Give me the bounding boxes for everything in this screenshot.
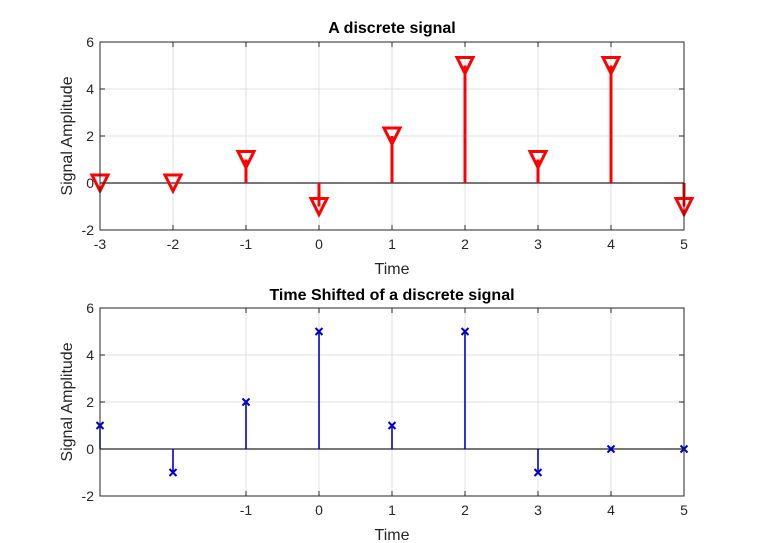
stem-marker [454,56,476,77]
x-tick-label: 0 [315,502,323,518]
chart-time-shifted-signal: -1 0 1 2 3 4 5 -2 0 2 4 6 Time Shifted of a discret… [59,287,689,543]
x-tick-label: -3 [94,236,107,252]
y-axis-label: Signal Amplitude [59,76,76,195]
chart-title: Time Shifted of a discrete signal [269,287,514,304]
y-tick-label: 6 [86,300,94,316]
stem-marker [600,56,622,77]
x-tick-label: 2 [461,502,469,518]
y-tick-label: 6 [86,34,94,50]
x-tick-label: 0 [315,236,323,252]
y-tick-label: -2 [82,222,95,238]
y-tick-label: 4 [86,347,94,363]
x-tick-label: 3 [534,236,542,252]
ticks: -1 0 1 2 3 4 5 -2 0 2 4 6 [82,300,689,518]
y-tick-label: 0 [86,441,94,457]
stem-marker [235,150,257,171]
x-tick-label: -1 [240,502,253,518]
y-tick-label: -2 [82,488,95,504]
chart-title: A discrete signal [328,20,455,37]
stem-marker [314,327,324,336]
x-tick-label: 3 [534,502,542,518]
x-tick-label: 5 [680,502,688,518]
x-tick-label: 1 [388,236,396,252]
stem-marker [381,126,403,148]
y-axis-label: Signal Amplitude [59,342,76,461]
y-tick-label: 2 [86,394,94,410]
stem-marker [527,150,549,171]
y-tick-label: 0 [86,175,94,191]
x-axis-label: Time [375,261,410,278]
x-tick-label: 1 [388,502,396,518]
x-tick-label: -2 [167,236,180,252]
y-tick-label: 4 [86,81,94,97]
x-tick-label: 2 [461,236,469,252]
stem-marker [460,327,470,336]
stem-marker [308,197,330,218]
x-tick-label: 5 [680,236,688,252]
x-tick-label: -1 [240,236,253,252]
x-tick-label: 4 [607,502,615,518]
stem-marker [241,397,251,407]
stem-marker [533,468,543,477]
data-layer [89,56,695,218]
stem-marker [387,421,397,430]
stem-marker [168,468,178,477]
stem-marker [162,173,184,195]
x-axis-label: Time [375,527,410,543]
x-tick-label: 4 [607,236,615,252]
y-tick-label: 2 [86,128,94,144]
stem-marker [606,444,616,454]
data-layer [95,327,689,477]
